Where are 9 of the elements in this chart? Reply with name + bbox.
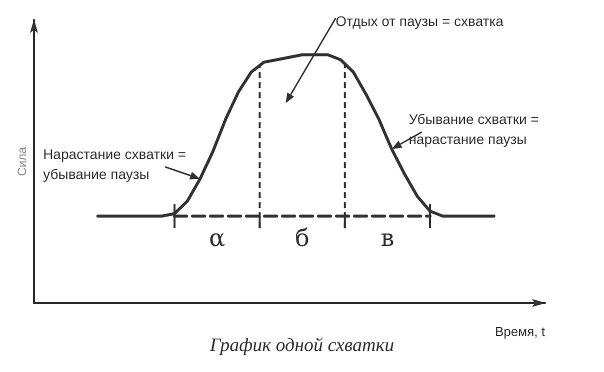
text: Отдых от паузы = схватка	[336, 13, 504, 30]
annotation: α	[209, 224, 226, 252]
y-axis-title: Сила	[15, 146, 29, 176]
x-axis-title: Время, t	[495, 324, 546, 339]
annotation: Убывание схватки = нарастание паузы	[408, 111, 539, 148]
annotation: б	[295, 224, 310, 252]
text: График одной схватки	[208, 335, 394, 356]
annotation: в	[380, 224, 394, 252]
annotation: Нарастание схватки = убывание паузы	[43, 146, 186, 182]
